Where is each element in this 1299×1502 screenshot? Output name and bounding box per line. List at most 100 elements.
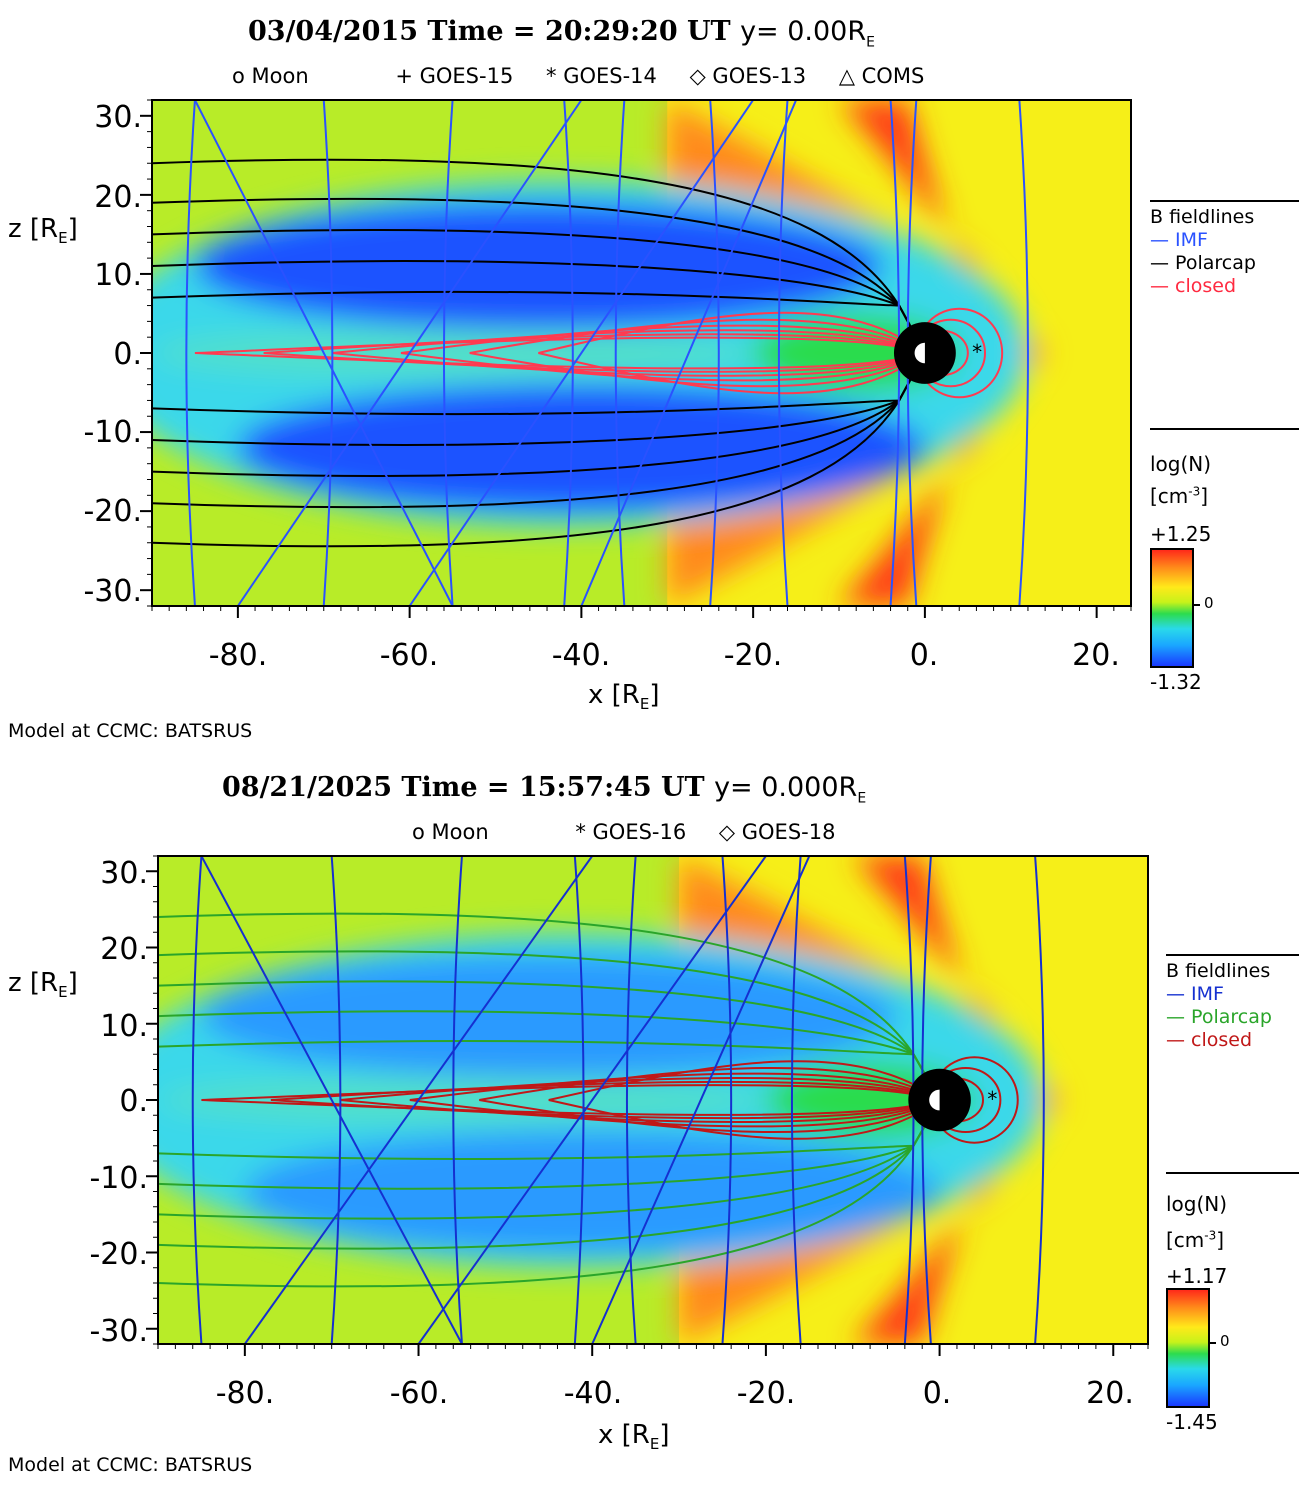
earth-dayside-icon [929,1089,940,1111]
panel-2025: 08/21/2025 Time = 15:57:45 UT y= 0.000RE… [0,756,1299,1502]
sat-goes15: + GOES-15 [395,64,514,88]
imf-fieldline [709,100,720,606]
y-tick-label: 30. [94,100,142,135]
title-time: 15:57:45 [518,772,652,803]
closed-fieldline [400,324,926,382]
imf-fieldline [322,100,334,606]
satellite-legend: o Moon + GOES-15 * GOES-14 ◇ GOES-13 △ C… [232,64,950,88]
x-tick-label: -80. [215,1376,275,1411]
field-lines [152,100,1029,606]
sat-goes14: * GOES-14 [546,64,657,88]
model-footer: Model at CCMC: BATSRUS [8,1454,253,1476]
sat-goes18: ◇ GOES-18 [718,820,836,844]
imf-fieldline [625,856,637,1344]
imf-fieldline [408,100,754,606]
sat-moon: o Moon [412,820,489,844]
imf-fieldline [1018,100,1029,606]
x-axis-label: x [RE] [598,1420,670,1454]
y-axis-label: z [RE] [8,968,78,1002]
imf-fieldline [563,100,574,606]
y-tick-label: -20. [83,494,142,529]
chart-title: 08/21/2025 Time = 15:57:45 UT y= 0.000RE [222,772,866,806]
closed-fieldline [194,336,926,370]
closed-fieldline [548,1060,941,1140]
y-tick-label: -20. [89,1237,148,1272]
y-tick-label: -10. [83,415,142,450]
x-tick-label: -60. [379,638,439,673]
y-axis-label: z [RE] [8,214,78,248]
title-time-label: Time = [401,772,510,803]
x-tick-label: -40. [563,1376,623,1411]
title-time-label: Time = [427,16,536,47]
colorbar-units: [cm-3] [1150,484,1209,508]
y-tick-label: -30. [83,574,142,609]
panel-2015: 03/04/2015 Time = 20:29:20 UT y= 0.00RE … [0,0,1299,750]
density-field [158,856,1148,1344]
title-date: 08/21/2025 [222,772,393,803]
imf-fieldline [777,100,789,606]
colorbar [1150,548,1194,668]
imf-fieldline [1034,856,1045,1344]
colorbar-max: +1.25 [1150,522,1212,546]
legend-rule [1150,200,1299,202]
x-axis-label: x [RE] [588,680,660,714]
imf-fieldline [244,856,594,1344]
chart-title: 03/04/2015 Time = 20:29:20 UT y= 0.00RE [248,16,875,50]
closed-fieldline [469,318,926,388]
density-field [152,100,1131,606]
imf-fieldline [580,100,797,606]
x-tick-label: -60. [389,1376,449,1411]
colorbar-min: -1.45 [1166,1410,1218,1434]
imf-fieldline [442,100,454,606]
imf-fieldline [573,856,585,1344]
title-ut: UT [661,772,705,803]
x-tick-label: 0. [922,1376,952,1411]
y-tick-label: -30. [89,1314,148,1349]
closed-fieldline [409,1072,941,1128]
closed-fieldline [263,333,926,373]
earth-disk [893,322,956,384]
colorbar-mid-tick [1208,1342,1216,1344]
imf-fieldline [194,100,454,606]
earth-dayside-icon [914,342,925,364]
colorbar-mid-tick [1192,604,1200,606]
x-tick-label: 20. [1086,1376,1134,1411]
x-tick-label: -80. [208,638,268,673]
imf-fieldline [591,856,811,1344]
legend-closed: — closed [1150,275,1237,297]
y-tick-label: 20. [100,932,148,967]
goes-marker: * [972,340,982,364]
legend-title: B fieldlines [1150,206,1255,228]
imf-fieldline [614,100,626,606]
sat-moon: o Moon [232,64,309,88]
legend-imf: — IMF [1166,983,1224,1005]
imf-fieldline [452,856,463,1344]
sat-goes13: ◇ GOES-13 [689,64,807,88]
colorbar-units: [cm-3] [1166,1228,1225,1252]
legend-title: B fieldlines [1166,960,1271,982]
y-tick-label: 10. [100,1009,148,1044]
imf-fieldline [200,856,463,1344]
south-lobe [244,1130,940,1253]
fieldline-legend: B fieldlines — IMF — Polarcap — closed [1150,200,1299,298]
imf-fieldline [191,856,203,1344]
x-tick-label: 0. [909,638,939,673]
closed-fieldline [479,1067,941,1133]
title-time: 20:29:20 [544,16,678,47]
x-tick-label: -20. [723,638,783,673]
closed-fieldline [201,1084,940,1116]
current-sheet [152,329,754,377]
legend-imf: — IMF [1150,229,1208,251]
imf-fieldline [330,856,342,1344]
sat-goes16: * GOES-16 [575,820,687,844]
imf-fieldline [721,856,733,1344]
sat-coms: △ COMS [838,64,925,88]
title-y: y= 0.000RE [714,772,867,807]
goes-marker: * [987,1087,997,1111]
legend-rule [1166,954,1299,956]
fieldline-legend: B fieldlines — IMF — Polarcap — closed [1166,954,1299,1052]
imf-fieldline [185,100,196,606]
colorbar [1166,1288,1210,1408]
y-tick-label: -10. [89,1161,148,1196]
imf-fieldline [790,856,802,1344]
